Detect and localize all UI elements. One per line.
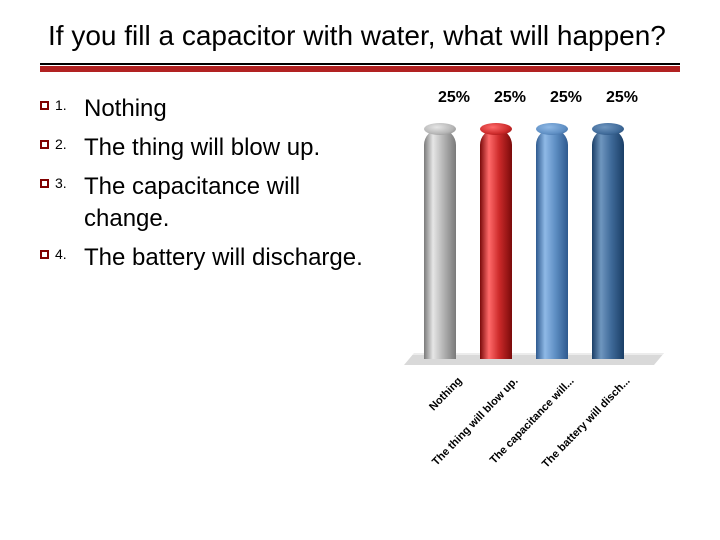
list-text: The battery will discharge. bbox=[84, 242, 363, 273]
list-item: 2. The thing will blow up. bbox=[40, 132, 380, 163]
bars-area bbox=[404, 115, 654, 365]
list-number: 2. bbox=[55, 136, 67, 152]
list-text: The capacitance will change. bbox=[84, 171, 380, 233]
list-marker: 4. bbox=[40, 242, 84, 262]
title-area: If you fill a capacitor with water, what… bbox=[0, 0, 720, 53]
list-marker: 2. bbox=[40, 132, 84, 152]
accent-bar bbox=[40, 66, 680, 72]
square-bullet-icon bbox=[40, 179, 49, 188]
list-number: 1. bbox=[55, 97, 67, 113]
list-number: 4. bbox=[55, 246, 67, 262]
square-bullet-icon bbox=[40, 140, 49, 149]
list-marker: 3. bbox=[40, 171, 84, 191]
answers-list: 1. Nothing 2. The thing will blow up. 3.… bbox=[40, 93, 380, 273]
list-marker: 1. bbox=[40, 93, 84, 113]
list-item: 4. The battery will discharge. bbox=[40, 242, 380, 273]
value-label: 25% bbox=[538, 89, 594, 107]
slide-title: If you fill a capacitor with water, what… bbox=[48, 18, 680, 53]
x-axis-label: The thing will blow up. bbox=[422, 375, 521, 477]
poll-chart: 25% 25% 25% 25% NothingThe thing will bl… bbox=[388, 93, 688, 453]
x-axis-labels: NothingThe thing will blow up.The capaci… bbox=[388, 371, 688, 451]
list-text: Nothing bbox=[84, 93, 167, 124]
title-divider bbox=[40, 63, 680, 71]
answers-list-column: 1. Nothing 2. The thing will blow up. 3.… bbox=[40, 93, 380, 453]
list-item: 3. The capacitance will change. bbox=[40, 171, 380, 233]
list-item: 1. Nothing bbox=[40, 93, 380, 124]
content-area: 1. Nothing 2. The thing will blow up. 3.… bbox=[0, 71, 720, 453]
list-text: The thing will blow up. bbox=[84, 132, 320, 163]
value-label: 25% bbox=[594, 89, 650, 107]
value-label: 25% bbox=[426, 89, 482, 107]
x-axis-label: The battery will disch... bbox=[534, 375, 633, 477]
x-axis-label: The capacitance will... bbox=[478, 375, 577, 477]
value-label: 25% bbox=[482, 89, 538, 107]
x-axis-label: Nothing bbox=[366, 375, 465, 477]
square-bullet-icon bbox=[40, 250, 49, 259]
value-labels-row: 25% 25% 25% 25% bbox=[388, 89, 688, 107]
square-bullet-icon bbox=[40, 101, 49, 110]
list-number: 3. bbox=[55, 175, 67, 191]
